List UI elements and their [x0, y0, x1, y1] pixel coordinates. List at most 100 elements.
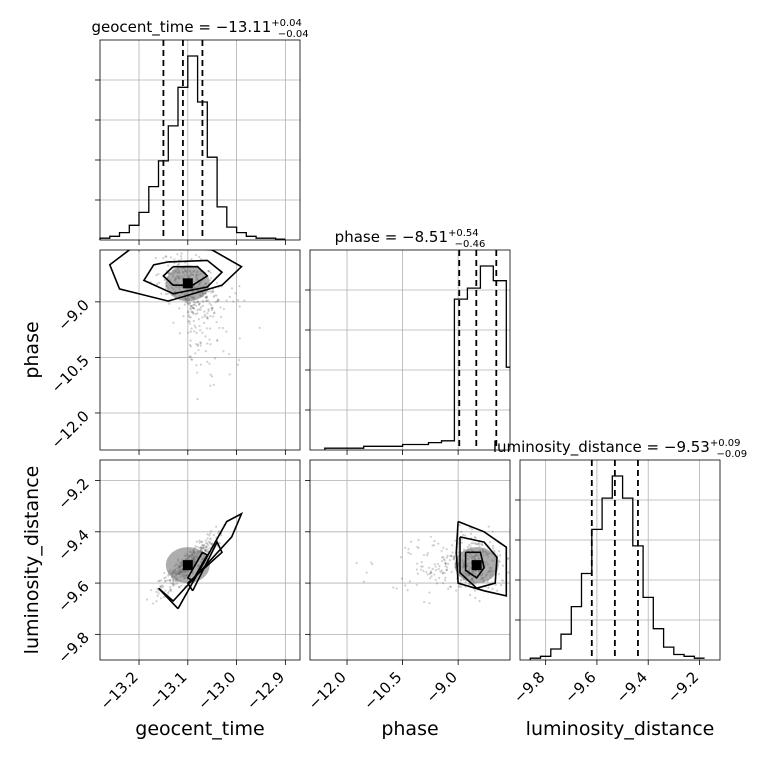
sample-point — [203, 544, 206, 548]
sample-point — [446, 562, 450, 565]
sample-point — [210, 291, 213, 294]
sample-point — [167, 264, 170, 267]
sample-point — [205, 545, 208, 549]
sample-point — [415, 583, 418, 586]
sample-point — [473, 589, 477, 592]
sample-point — [171, 583, 174, 586]
sample-point — [188, 315, 191, 318]
sample-point — [200, 540, 203, 544]
sample-point — [157, 272, 160, 276]
sample-point — [183, 303, 187, 306]
sample-point — [452, 558, 455, 561]
sample-point — [517, 576, 519, 578]
sample-point — [197, 318, 201, 321]
sample-point — [443, 559, 446, 562]
sample-point — [198, 541, 201, 544]
contour-level-2 — [459, 536, 498, 590]
xtick-label-luminosity_distance: −9.6 — [561, 668, 599, 706]
sample-point — [238, 358, 241, 362]
contour-level-2 — [186, 540, 223, 592]
sample-point — [444, 576, 447, 579]
sample-point — [400, 577, 404, 580]
sample-point — [207, 308, 210, 311]
sample-point — [431, 567, 434, 571]
sample-point — [196, 343, 200, 346]
sample-point — [210, 303, 213, 307]
sample-point — [425, 570, 428, 574]
sample-point — [507, 571, 510, 574]
sample-point — [209, 542, 212, 545]
sample-point — [205, 550, 208, 553]
sample-point — [497, 559, 500, 562]
sample-point — [192, 300, 195, 304]
density-peak — [182, 278, 193, 289]
sample-point — [194, 545, 197, 548]
sample-point — [502, 579, 505, 582]
sample-point — [491, 547, 495, 550]
sample-point — [444, 565, 447, 568]
sample-point — [208, 327, 212, 330]
sample-point — [194, 326, 197, 329]
sample-point — [428, 572, 431, 575]
sample-point — [450, 570, 453, 574]
sample-point — [151, 602, 155, 605]
sample-point — [478, 600, 481, 603]
sample-point — [208, 534, 211, 537]
sample-point — [198, 303, 201, 306]
sample-point — [406, 589, 409, 592]
sample-point — [205, 542, 208, 545]
sample-point — [189, 316, 192, 319]
sample-point — [160, 579, 163, 582]
sample-point — [206, 542, 209, 545]
sample-point — [164, 580, 167, 583]
sample-point — [159, 585, 162, 588]
sample-point — [164, 589, 167, 592]
sample-point — [179, 255, 183, 258]
sample-point — [423, 600, 426, 604]
sample-point — [169, 588, 172, 591]
sample-point — [211, 289, 214, 293]
sample-point — [434, 578, 437, 581]
title-phase: phase = −8.51+0.54 −0.46 — [335, 228, 486, 250]
sample-point — [156, 594, 159, 597]
sample-point — [204, 546, 208, 549]
sample-point — [441, 582, 445, 585]
sample-point — [211, 306, 214, 309]
sample-point — [217, 298, 220, 302]
sample-point — [442, 556, 445, 559]
sample-point — [202, 543, 206, 546]
sample-point — [208, 541, 211, 544]
sample-point — [207, 540, 210, 543]
hist-layer-luminosity_distance — [515, 460, 720, 660]
sample-point — [228, 373, 231, 376]
sample-point — [447, 587, 450, 590]
sample-point — [210, 307, 214, 310]
sample-point — [186, 301, 189, 305]
sample-point — [196, 397, 199, 401]
sample-point — [441, 572, 445, 575]
sample-point — [442, 558, 446, 561]
sample-point — [460, 538, 463, 541]
sample-point — [182, 315, 185, 318]
sample-point — [195, 540, 198, 543]
sample-point — [438, 565, 441, 568]
sample-point — [452, 557, 456, 560]
sample-point — [215, 525, 218, 528]
sample-point — [208, 302, 211, 305]
sample-point — [163, 279, 167, 282]
sample-point — [210, 277, 213, 280]
sample-point — [210, 543, 214, 546]
sample-point — [440, 559, 444, 563]
sample-point — [199, 306, 203, 309]
sample-point — [212, 312, 216, 315]
sample-point — [193, 330, 196, 333]
sample-point — [491, 581, 494, 584]
sample-point — [442, 546, 445, 549]
sample-point — [455, 589, 458, 592]
sample-point — [206, 317, 209, 320]
sample-point — [201, 331, 204, 334]
density-peak — [471, 560, 482, 571]
sample-point — [207, 269, 210, 272]
ylabel-phase: phase — [21, 321, 43, 378]
sample-point — [408, 580, 412, 583]
